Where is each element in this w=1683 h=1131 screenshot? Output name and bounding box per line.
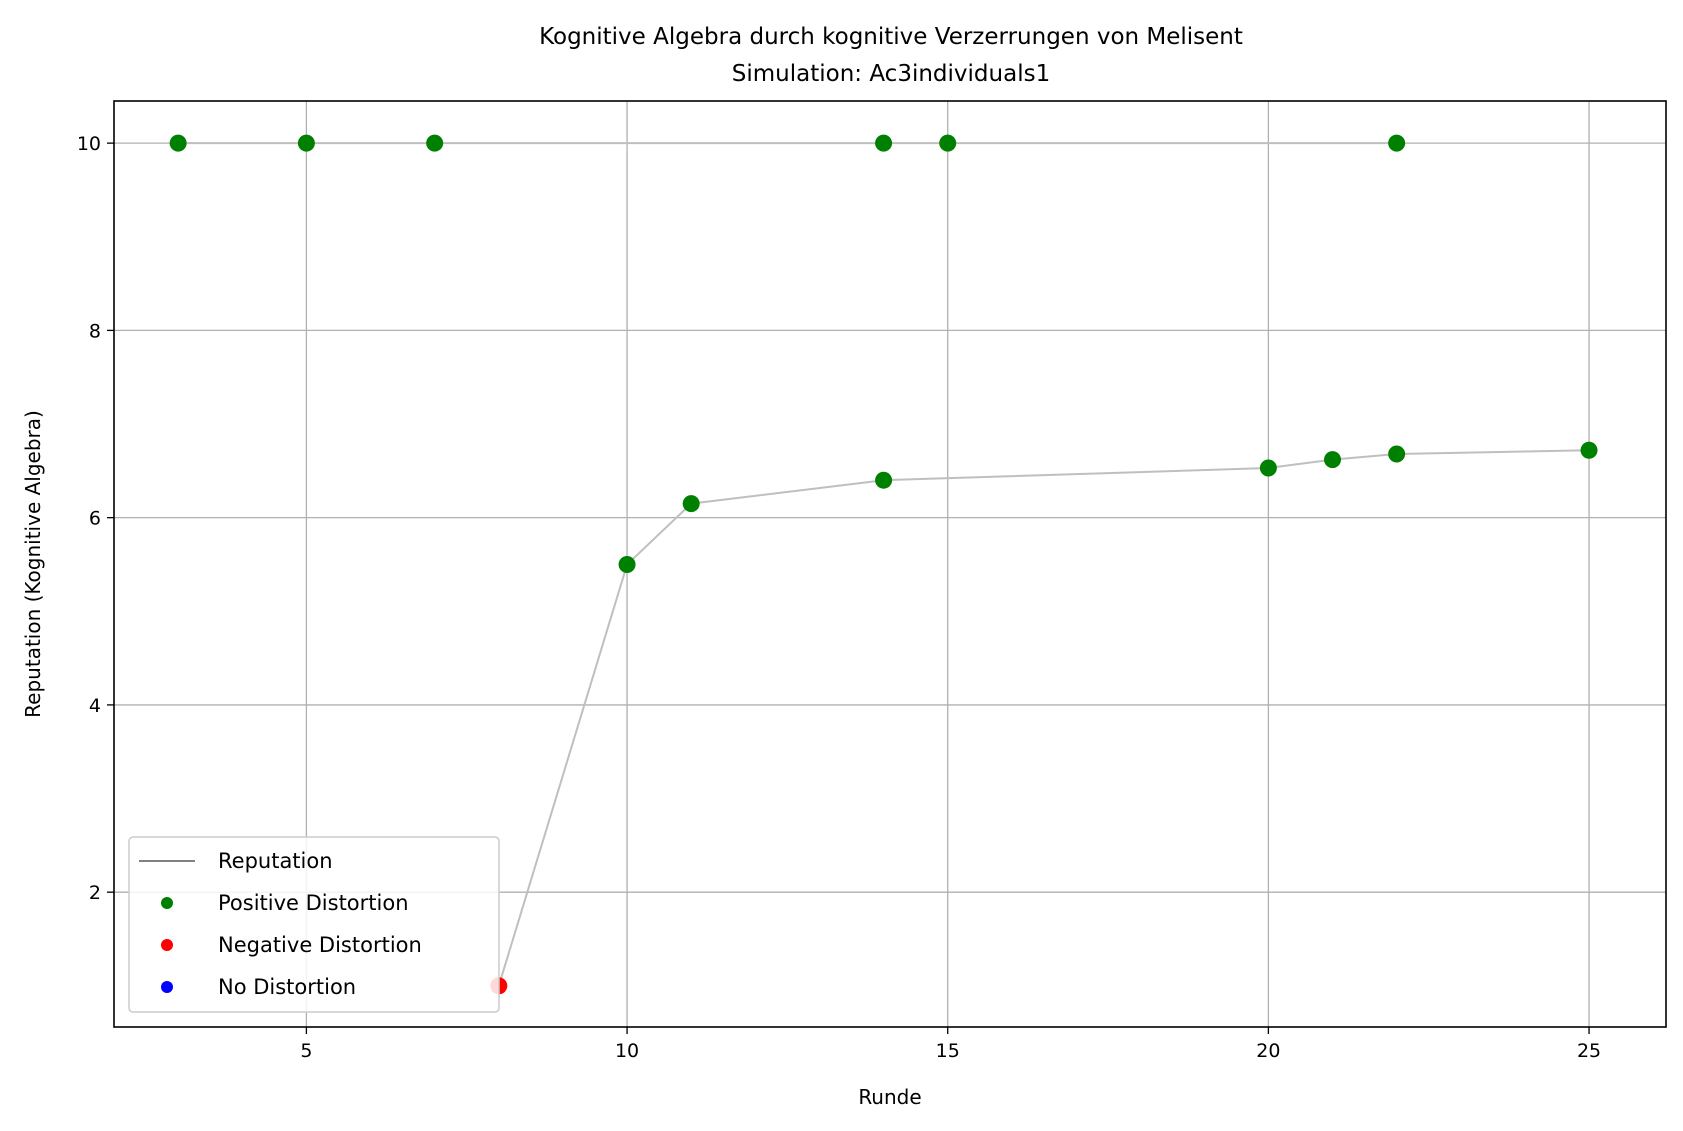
chart-title: Kognitive Algebra durch kognitive Verzer… <box>539 24 1243 50</box>
x-axis-label: Runde <box>858 1085 921 1109</box>
data-point-positive <box>618 555 636 573</box>
reputation-lines <box>178 142 1590 987</box>
y-tick-label: 2 <box>89 882 101 904</box>
chart-subtitle: Simulation: Ac3individuals1 <box>732 61 1050 87</box>
x-tick-label: 25 <box>1577 1040 1601 1062</box>
y-tick-label: 10 <box>77 133 101 155</box>
legend-marker-positive <box>161 897 173 909</box>
legend-label-none: No Distortion <box>218 975 356 999</box>
data-point-positive <box>939 134 957 152</box>
data-point-positive <box>875 134 893 152</box>
y-axis-label: Reputation (Kognitive Algebra) <box>21 410 45 718</box>
data-point-positive <box>1259 459 1277 477</box>
data-point-positive <box>1388 445 1406 463</box>
data-point-positive <box>875 471 893 489</box>
reputation-series-line <box>497 449 1590 987</box>
data-point-positive <box>1324 451 1342 469</box>
data-point-positive <box>169 134 187 152</box>
legend-marker-none <box>161 981 173 993</box>
legend-box <box>128 836 500 1013</box>
data-point-positive <box>1388 134 1406 152</box>
data-point-positive <box>1580 441 1598 459</box>
y-tick-label: 6 <box>89 508 101 530</box>
legend-label-positive: Positive Distortion <box>218 891 409 915</box>
data-point-positive <box>426 134 444 152</box>
legend-label-reputation: Reputation <box>218 849 333 873</box>
x-tick-label: 20 <box>1256 1040 1280 1062</box>
plot-frame <box>113 100 1667 1028</box>
x-tick-label: 5 <box>300 1040 312 1062</box>
legend: Reputation Positive Distortion Negative … <box>128 836 500 1013</box>
legend-label-negative: Negative Distortion <box>218 933 422 957</box>
data-point-positive <box>682 495 700 513</box>
x-tick-label: 15 <box>936 1040 960 1062</box>
legend-marker-negative <box>161 939 173 951</box>
axis-ticks: 5 10 15 20 25 2 4 6 8 10 <box>77 133 1601 1062</box>
y-tick-label: 4 <box>89 695 101 717</box>
y-tick-label: 8 <box>89 320 101 342</box>
data-point-positive <box>297 134 315 152</box>
x-tick-label: 10 <box>615 1040 639 1062</box>
